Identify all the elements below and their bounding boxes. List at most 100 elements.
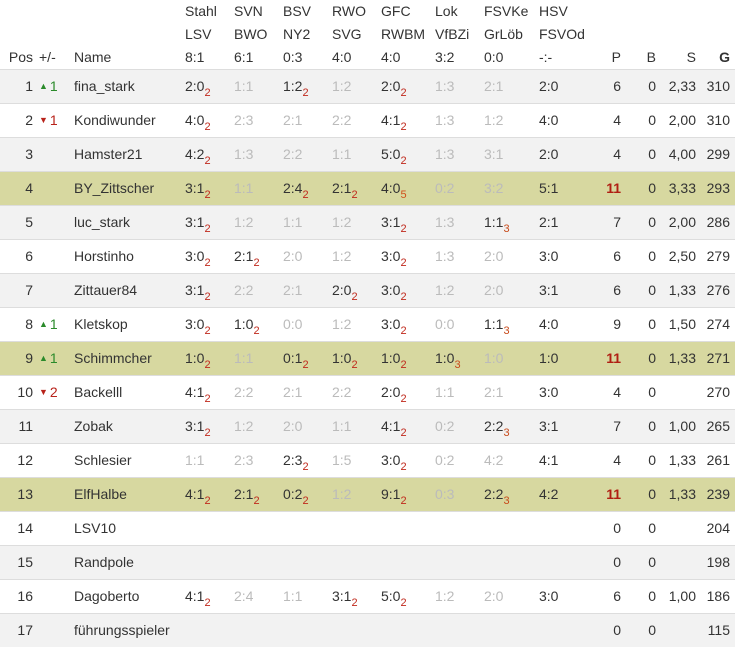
tip: 1:0 — [332, 350, 351, 366]
tip-cell: 2:4 — [234, 580, 283, 614]
tip-cell: 1:1 — [283, 580, 332, 614]
col-total[interactable]: G — [696, 0, 735, 70]
col-pos[interactable]: Pos — [0, 0, 39, 70]
tip-cell — [185, 614, 234, 647]
tip-cell: 0:2 — [435, 444, 484, 478]
tip: 2:2 — [234, 282, 253, 298]
tip: 0:0 — [435, 316, 454, 332]
player-name[interactable]: Zobak — [74, 410, 185, 444]
tip: 2:2 — [283, 146, 302, 162]
tip-cell: 4:02 — [185, 104, 234, 138]
tip: 4:1 — [185, 588, 204, 604]
tip: 3:0 — [539, 588, 558, 604]
tip: 0:3 — [435, 486, 454, 502]
player-name[interactable]: Hamster21 — [74, 138, 185, 172]
tip-cell — [539, 512, 597, 546]
tip-points: 3 — [503, 427, 509, 439]
tip-cell: 3:02 — [185, 308, 234, 342]
rank-change-value: 1 — [50, 78, 58, 94]
col-points[interactable]: P — [597, 0, 621, 70]
col-change[interactable]: +/- — [39, 0, 74, 70]
player-name[interactable]: Randpole — [74, 546, 185, 580]
tip: 2:0 — [283, 248, 302, 264]
tip-cell: 1:1 — [283, 206, 332, 240]
player-name[interactable]: Schlesier — [74, 444, 185, 478]
player-name[interactable]: Kletskop — [74, 308, 185, 342]
tip: 1:1 — [234, 180, 253, 196]
player-name[interactable]: BY_Zittscher — [74, 172, 185, 206]
player-name[interactable]: Zittauer84 — [74, 274, 185, 308]
total: 261 — [696, 444, 735, 478]
col-bonus[interactable]: B — [621, 0, 656, 70]
rank-change-value: 1 — [50, 112, 58, 128]
tip: 1:0 — [435, 350, 454, 366]
tip-cell: 1:2 — [484, 104, 539, 138]
tip: 1:0 — [185, 350, 204, 366]
player-name[interactable]: Kondiwunder — [74, 104, 185, 138]
tip-points: 2 — [400, 291, 406, 303]
player-name[interactable]: fina_stark — [74, 70, 185, 104]
tip-cell: 2:02 — [381, 376, 435, 410]
tip-points: 2 — [351, 189, 357, 201]
tip-cell: 1:13 — [484, 206, 539, 240]
arrow-up-icon: ▲ — [39, 81, 48, 91]
bonus: 0 — [621, 104, 656, 138]
tip: 2:0 — [185, 78, 204, 94]
rank-change: ▲1 — [39, 70, 74, 104]
tip-cell: 2:0 — [283, 410, 332, 444]
col-name[interactable]: Name — [74, 0, 185, 70]
player-name[interactable]: ElfHalbe — [74, 478, 185, 512]
tip: 5:0 — [381, 146, 400, 162]
player-name[interactable]: Backelll — [74, 376, 185, 410]
tip-cell: 2:1 — [484, 70, 539, 104]
average: 1,33 — [656, 342, 696, 376]
tip-points: 2 — [253, 325, 259, 337]
tip: 1:1 — [484, 214, 503, 230]
position: 7 — [0, 274, 39, 308]
match-result: 4:0 — [332, 46, 381, 69]
tip: 1:3 — [435, 78, 454, 94]
tip-points: 2 — [253, 257, 259, 269]
tip: 1:2 — [332, 486, 351, 502]
tip: 1:0 — [484, 350, 503, 366]
match-result: 4:0 — [381, 46, 435, 69]
player-name[interactable]: luc_stark — [74, 206, 185, 240]
player-name[interactable]: LSV10 — [74, 512, 185, 546]
player-name[interactable]: Dagoberto — [74, 580, 185, 614]
col-average[interactable]: S — [656, 0, 696, 70]
tip-cell: 3:02 — [381, 444, 435, 478]
tip: 2:1 — [539, 214, 558, 230]
player-name[interactable]: Horstinho — [74, 240, 185, 274]
bonus: 0 — [621, 580, 656, 614]
tip: 1:2 — [484, 112, 503, 128]
player-name[interactable]: Schimmcher — [74, 342, 185, 376]
arrow-down-icon: ▼ — [39, 387, 48, 397]
player-name[interactable]: führungsspieler — [74, 614, 185, 647]
tip-points: 2 — [400, 87, 406, 99]
